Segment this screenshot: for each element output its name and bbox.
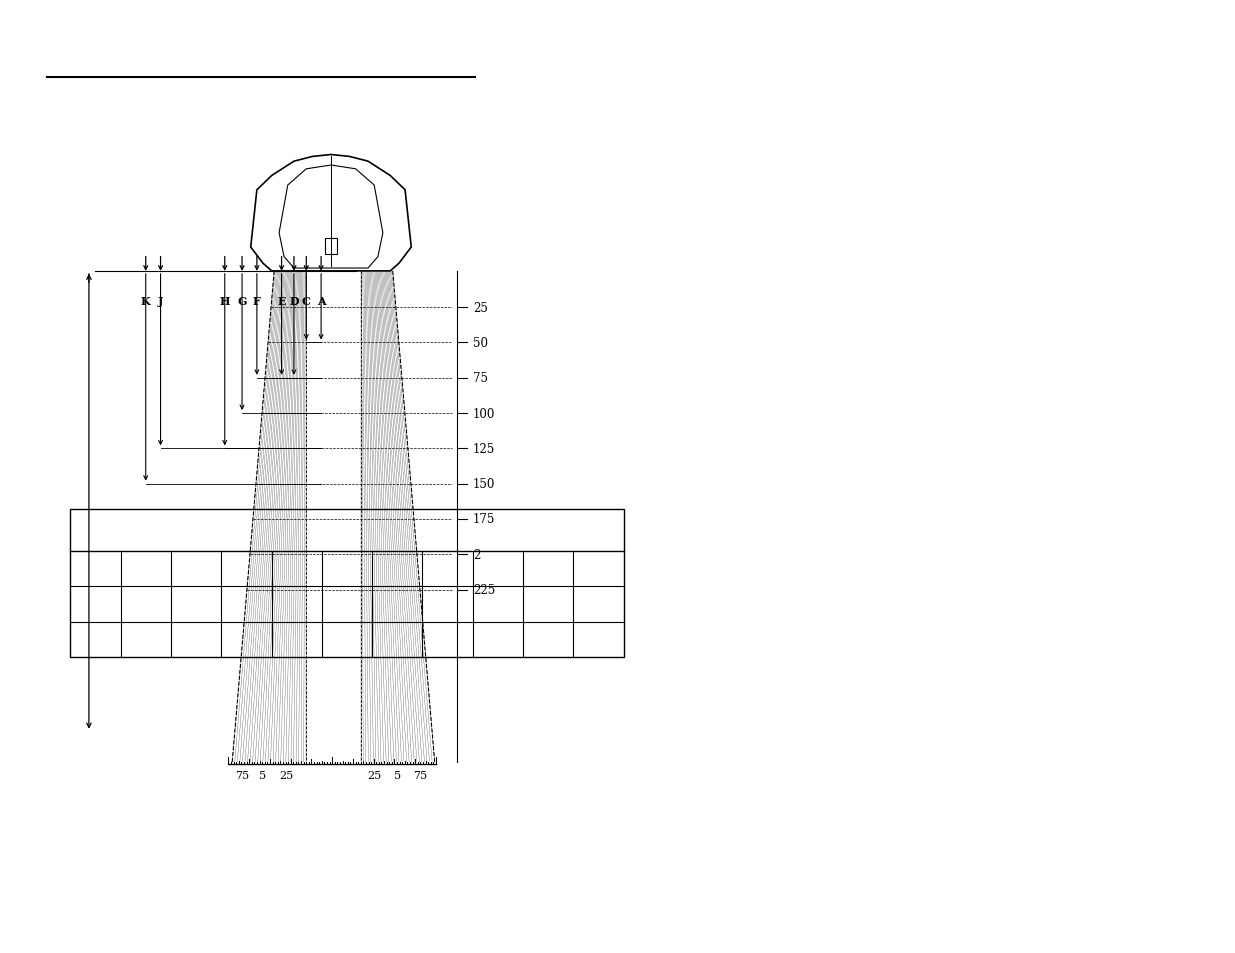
Text: J: J <box>158 295 163 307</box>
Text: K: K <box>141 295 151 307</box>
Bar <box>70 510 624 658</box>
Text: 75: 75 <box>473 372 488 385</box>
Text: 100: 100 <box>473 407 495 420</box>
Text: D: D <box>289 295 299 307</box>
Text: 2: 2 <box>473 548 480 561</box>
Text: 25: 25 <box>367 770 382 780</box>
Text: 225: 225 <box>473 583 495 597</box>
Text: 175: 175 <box>473 513 495 526</box>
Text: 75: 75 <box>412 770 427 780</box>
Text: H: H <box>220 295 230 307</box>
Text: 5: 5 <box>259 770 267 780</box>
Text: C: C <box>301 295 311 307</box>
Text: A: A <box>317 295 325 307</box>
Text: G: G <box>237 295 247 307</box>
Text: 50: 50 <box>473 336 488 350</box>
Text: 150: 150 <box>473 477 495 491</box>
Bar <box>325 239 337 254</box>
Text: E: E <box>278 295 285 307</box>
Text: 5: 5 <box>394 770 401 780</box>
Text: 125: 125 <box>473 442 495 456</box>
Text: 25: 25 <box>473 301 488 314</box>
Text: 25: 25 <box>279 770 294 780</box>
Text: F: F <box>253 295 261 307</box>
Text: 75: 75 <box>235 770 249 780</box>
